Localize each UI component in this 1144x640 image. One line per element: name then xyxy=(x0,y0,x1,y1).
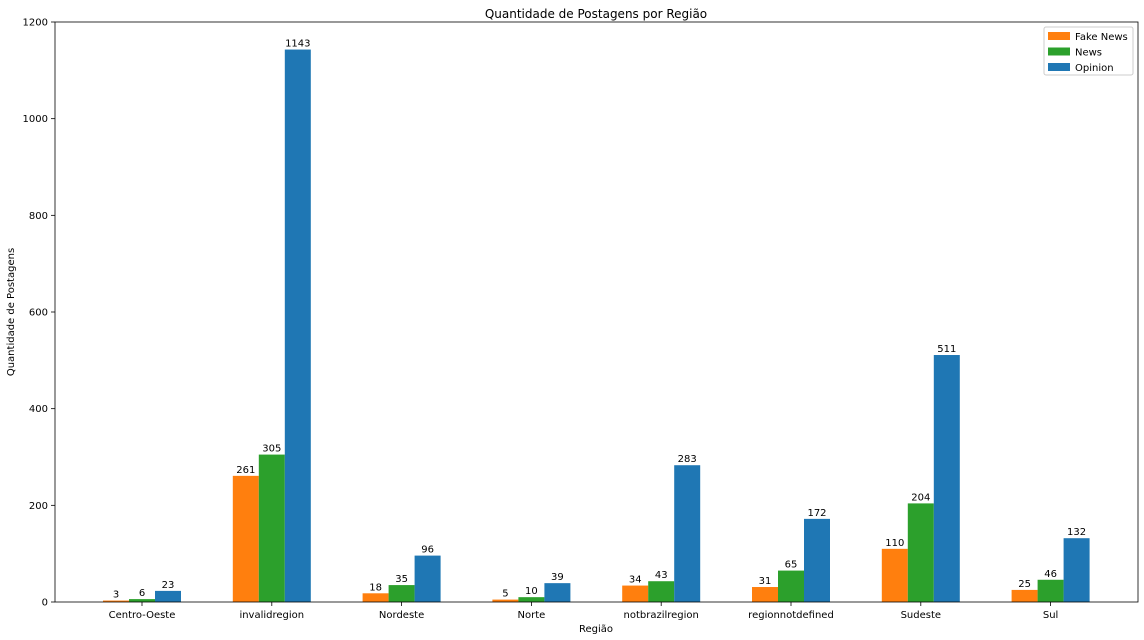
legend-label: Fake News xyxy=(1075,32,1128,43)
bar-news xyxy=(1037,579,1064,602)
bar-opinion xyxy=(284,49,311,603)
y-tick-label: 600 xyxy=(29,308,48,319)
data-label: 1143 xyxy=(285,39,310,50)
data-label: 34 xyxy=(629,575,642,586)
x-tick-label: Sudeste xyxy=(901,610,941,621)
data-label: 110 xyxy=(885,538,904,549)
bar-opinion xyxy=(155,590,181,602)
data-label: 5 xyxy=(502,589,508,600)
y-tick-label: 1200 xyxy=(23,18,48,29)
bar-news xyxy=(258,454,285,602)
bar-opinion xyxy=(544,583,571,602)
x-tick-label: Norte xyxy=(518,610,546,621)
legend-swatch xyxy=(1048,32,1070,40)
legend-label: Opinion xyxy=(1075,63,1114,74)
bar-opinion xyxy=(933,355,960,602)
chart-title: Quantidade de Postagens por Região xyxy=(485,7,707,21)
data-label: 10 xyxy=(525,586,538,597)
bar-opinion xyxy=(1063,538,1090,602)
bar-news xyxy=(778,570,804,602)
data-label: 511 xyxy=(937,344,956,355)
data-label: 39 xyxy=(551,572,564,583)
data-label: 18 xyxy=(369,582,382,593)
data-label: 96 xyxy=(421,545,434,556)
legend-swatch xyxy=(1048,63,1070,71)
x-tick-label: Centro-Oeste xyxy=(109,610,176,621)
data-label: 6 xyxy=(139,588,145,599)
data-label: 23 xyxy=(162,580,175,591)
data-label: 261 xyxy=(236,465,255,476)
x-tick-label: Sul xyxy=(1043,610,1058,621)
legend-label: News xyxy=(1075,48,1102,59)
x-tick-label: regionnotdefined xyxy=(748,610,834,621)
y-tick-label: 1000 xyxy=(23,114,48,125)
y-axis-label: Quantidade de Postagens xyxy=(6,248,17,376)
bar-fake-news xyxy=(1011,589,1038,602)
plot-area: 0 200 400 600 800 1000 1200 3 6 23 Centro-Oeste 261… xyxy=(23,18,1090,621)
bar-fake-news xyxy=(492,599,519,602)
legend: Fake News News Opinion xyxy=(1043,26,1134,76)
data-label: 305 xyxy=(262,444,281,455)
bar-fake-news xyxy=(752,587,778,602)
bar-opinion xyxy=(414,555,441,602)
bar-fake-news xyxy=(362,593,389,602)
plot-frame xyxy=(54,21,1139,603)
x-tick-label: Nordeste xyxy=(379,610,424,621)
data-label: 172 xyxy=(807,508,826,519)
data-label: 132 xyxy=(1067,527,1086,538)
data-label: 283 xyxy=(678,454,697,465)
legend-swatch xyxy=(1048,47,1070,56)
data-label: 25 xyxy=(1018,579,1031,590)
y-tick-label: 0 xyxy=(42,598,48,609)
bar-news xyxy=(907,503,934,602)
x-tick-label: notbrazilregion xyxy=(623,610,698,621)
bar-fake-news xyxy=(622,585,649,602)
bar-fake-news xyxy=(881,548,908,602)
bar-opinion xyxy=(804,518,830,602)
bar-fake-news xyxy=(103,600,129,602)
data-label: 65 xyxy=(785,560,798,571)
data-label: 204 xyxy=(911,492,930,503)
data-label: 31 xyxy=(759,576,772,587)
bar-fake-news xyxy=(232,475,259,602)
bar-news xyxy=(388,585,415,602)
x-axis-label: Região xyxy=(579,624,613,635)
bar-news xyxy=(648,581,675,602)
data-label: 3 xyxy=(113,590,119,601)
bar-news xyxy=(518,597,545,602)
bar-news xyxy=(129,599,155,602)
data-label: 43 xyxy=(655,570,668,581)
bar-opinion xyxy=(674,465,701,602)
y-tick-label: 800 xyxy=(29,211,48,222)
data-label: 46 xyxy=(1044,569,1057,580)
y-tick-label: 200 xyxy=(29,501,48,512)
data-label: 35 xyxy=(395,574,408,585)
x-tick-label: invalidregion xyxy=(239,610,304,621)
y-tick-label: 400 xyxy=(29,404,48,415)
